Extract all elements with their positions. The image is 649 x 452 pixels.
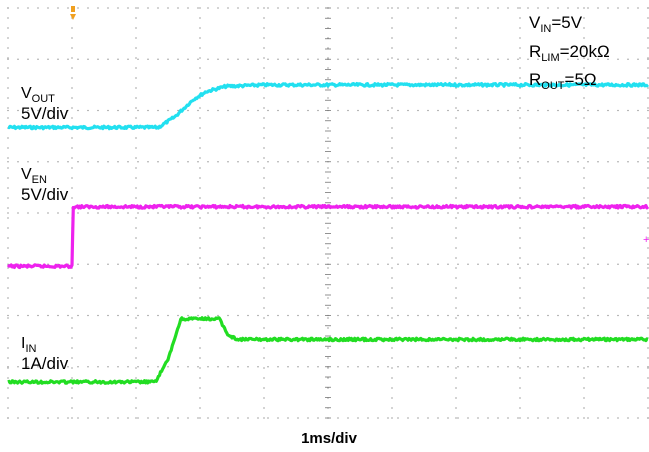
scope-grid [7, 7, 649, 419]
channel-label-iin: IIN [21, 335, 37, 355]
channel-label-vout: VOUT [21, 85, 55, 105]
timebase-label: 1ms/div [301, 430, 358, 447]
channel-label-ven: VEN [21, 166, 47, 186]
channel-scale-vout: 5V/div [21, 104, 69, 123]
trigger-marker [70, 6, 76, 20]
channel-scale-ven: 5V/div [21, 185, 69, 204]
condition-rout: ROUT=5Ω [529, 70, 597, 92]
trace-ven [6, 203, 649, 270]
trace-iin [7, 316, 649, 385]
condition-rlim: RLIM=20kΩ [529, 42, 610, 64]
trace-group: + [6, 82, 649, 385]
trace-vout [7, 82, 649, 131]
condition-vin: VIN=5V [529, 13, 583, 35]
ven-ref-marker: + [643, 234, 649, 246]
channel-scale-iin: 1A/div [21, 354, 69, 373]
